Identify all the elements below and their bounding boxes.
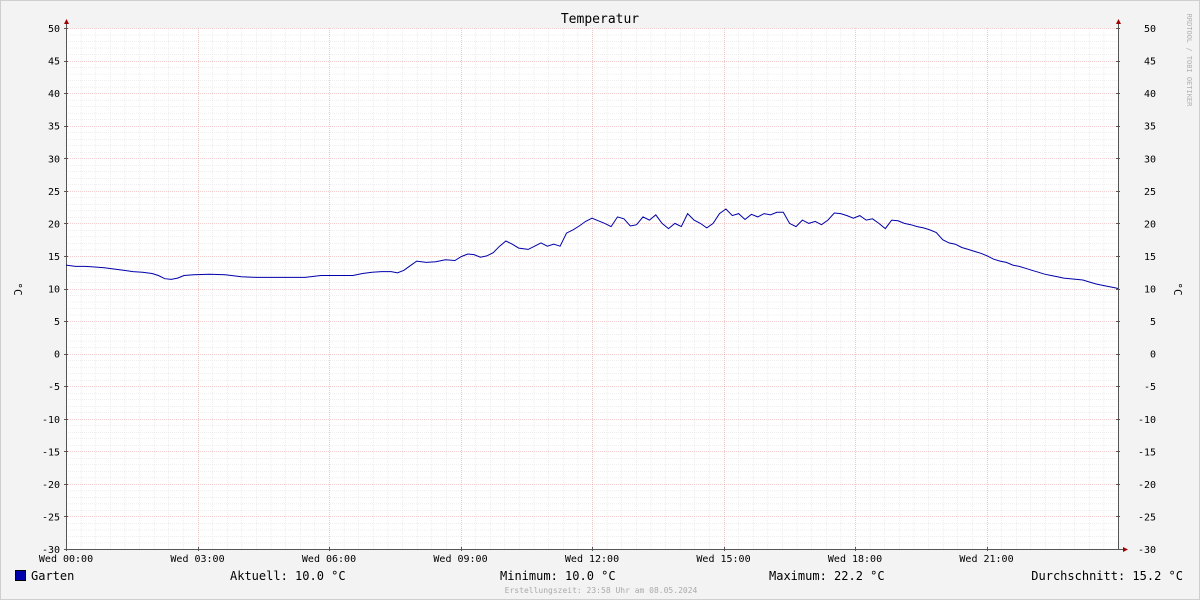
y-tick-label-right: 30 [1144, 154, 1156, 165]
x-tick-label: Wed 09:00 [433, 554, 487, 565]
y-tick-label-right: -5 [1144, 382, 1156, 393]
y-tick-label-left: -10 [42, 415, 60, 426]
y-tick-label-left: 25 [48, 187, 60, 198]
legend-minimum: Minimum: 10.0 °C [500, 569, 616, 583]
watermark: RRDTOOL / TOBI OETIKER [1185, 14, 1193, 108]
legend-maximum: Maximum: 22.2 °C [769, 569, 885, 583]
creation-time: Erstellungszeit: 23:58 Uhr am 08.05.2024 [504, 586, 698, 595]
y-tick-label-right: 10 [1144, 285, 1156, 296]
series-line-garten [65, 208, 1119, 289]
y-tick-label-left: -15 [42, 447, 60, 458]
y-tick-label-left: 45 [48, 57, 60, 68]
y-tick-label-right: 0 [1150, 350, 1156, 361]
y-axis-arrow-left [64, 19, 69, 24]
x-tick-label: Wed 03:00 [170, 554, 224, 565]
plot-area [66, 28, 1118, 549]
y-tick-label-left: -30 [42, 545, 60, 556]
legend-series: Garten [15, 569, 74, 583]
y-tick-label-left: -20 [42, 480, 60, 491]
y-tick-label-left: 5 [54, 317, 60, 328]
x-axis-arrow [1123, 547, 1128, 552]
grid [66, 28, 1118, 550]
x-tick-label: Wed 06:00 [302, 554, 356, 565]
y-tick-label-right: 5 [1150, 317, 1156, 328]
y-tick-label-right: -25 [1138, 512, 1156, 523]
y-tick-label-right: -15 [1138, 447, 1156, 458]
legend-swatch [15, 570, 26, 581]
legend-current: Aktuell: 10.0 °C [230, 569, 346, 583]
y-tick-label-left: 20 [48, 219, 60, 230]
y-tick-label-left: -25 [42, 512, 60, 523]
axes [64, 19, 1128, 552]
y-tick-label-left: -5 [48, 382, 60, 393]
x-tick-label: Wed 00:00 [39, 554, 93, 565]
y-tick-label-right: 15 [1144, 252, 1156, 263]
y-tick-label-right: 20 [1144, 219, 1156, 230]
y-tick-label-right: -20 [1138, 480, 1156, 491]
y-tick-label-left: 30 [48, 154, 60, 165]
y-tick-label-left: 35 [48, 122, 60, 133]
y-tick-label-left: 50 [48, 24, 60, 35]
y-tick-label-left: 40 [48, 89, 60, 100]
y-tick-label-right: 35 [1144, 122, 1156, 133]
y-tick-label-left: 0 [54, 350, 60, 361]
x-tick-label: Wed 12:00 [565, 554, 619, 565]
y-tick-label-right: -10 [1138, 415, 1156, 426]
legend-series-name: Garten [31, 569, 75, 583]
x-tick-label: Wed 18:00 [828, 554, 882, 565]
y-axis-title-right: °C [1171, 282, 1184, 295]
y-tick-label-right: 40 [1144, 89, 1156, 100]
y-tick-label-right: 25 [1144, 187, 1156, 198]
y-tick-label-left: 10 [48, 285, 60, 296]
legend-average: Durchschnitt: 15.2 °C [1031, 569, 1183, 583]
chart-title: Temperatur [561, 12, 639, 27]
x-tick-label: Wed 15:00 [696, 554, 750, 565]
y-axis-arrow-right [1116, 19, 1121, 24]
x-tick-label: Wed 21:00 [959, 554, 1013, 565]
y-tick-label-left: 15 [48, 252, 60, 263]
y-tick-label-right: -30 [1138, 545, 1156, 556]
y-tick-label-right: 45 [1144, 57, 1156, 68]
y-axis-title-left: °C [11, 282, 24, 295]
x-axis-labels: Wed 00:00 Wed 03:00 Wed 06:00 Wed 09:00 Wed … [39, 554, 1014, 565]
y-tick-label-right: 50 [1144, 24, 1156, 35]
